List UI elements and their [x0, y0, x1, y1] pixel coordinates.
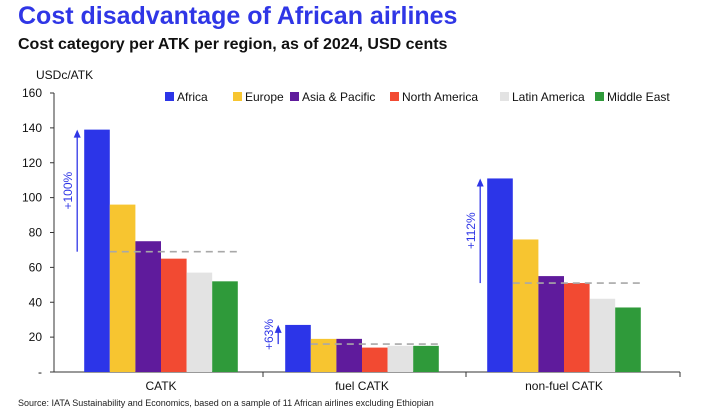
- legend-swatch-africa: [165, 92, 174, 101]
- bar-latin-america-2: [589, 298, 616, 372]
- legend-label-north-america: North America: [402, 90, 478, 104]
- annotation-label: +100%: [61, 171, 75, 209]
- legend-swatch-middle-east: [595, 92, 604, 101]
- x-category-label: fuel CATK: [335, 379, 389, 393]
- bar-africa-1: [285, 324, 311, 372]
- bar-asia-pacific-2: [538, 276, 564, 372]
- legend-label-africa: Africa: [177, 90, 208, 104]
- bar-latin-america-1: [387, 345, 414, 372]
- y-tick-label: 140: [22, 121, 42, 135]
- annotation-arrowhead: [476, 178, 484, 187]
- legend-swatch-asia-pacific: [290, 92, 299, 101]
- legend-swatch-latin-america: [500, 92, 509, 101]
- bar-north-america-1: [362, 347, 388, 372]
- x-category-label: non-fuel CATK: [525, 379, 603, 393]
- bar-africa-2: [487, 178, 513, 372]
- annotation-arrowhead: [73, 129, 81, 138]
- legend-swatch-north-america: [390, 92, 399, 101]
- bar-north-america-2: [564, 283, 590, 372]
- chart-subtitle: Cost category per ATK per region, as of …: [18, 36, 448, 53]
- bar-europe-0: [109, 204, 136, 372]
- legend-label-middle-east: Middle East: [607, 90, 670, 104]
- y-axis-label: USDc/ATK: [36, 68, 93, 82]
- bar-middle-east-1: [413, 345, 439, 372]
- y-tick-label: 80: [29, 226, 43, 240]
- x-category-label: CATK: [145, 379, 176, 393]
- y-tick-label: 120: [22, 156, 42, 170]
- y-tick-label: 20: [29, 330, 43, 344]
- y-tick-label: 60: [29, 260, 43, 274]
- annotation-arrowhead: [274, 324, 282, 333]
- legend-swatch-europe: [233, 92, 242, 101]
- legend-label-asia-pacific: Asia & Pacific: [302, 90, 375, 104]
- bar-north-america-0: [161, 258, 187, 372]
- y-tick-label: -: [38, 365, 42, 379]
- bar-africa-0: [84, 129, 110, 372]
- source-note: Source: IATA Sustainability and Economic…: [18, 398, 434, 408]
- chart-title: Cost disadvantage of African airlines: [18, 2, 458, 30]
- annotation-label: +112%: [464, 212, 478, 249]
- bar-latin-america-0: [186, 272, 213, 372]
- legend-label-latin-america: Latin America: [512, 90, 585, 104]
- y-tick-label: 100: [22, 191, 42, 205]
- bar-middle-east-0: [212, 281, 238, 372]
- y-tick-label: 40: [29, 295, 43, 309]
- legend-label-europe: Europe: [245, 90, 284, 104]
- bar-chart: USDc/ATK - 20 40 60 80 100 120 140 160 CATK +100% fu…: [22, 68, 681, 393]
- bar-europe-2: [512, 239, 539, 372]
- bar-middle-east-2: [615, 307, 641, 372]
- bar-asia-pacific-0: [135, 241, 161, 372]
- y-tick-label: 160: [22, 86, 42, 100]
- annotation-label: +63%: [262, 319, 276, 350]
